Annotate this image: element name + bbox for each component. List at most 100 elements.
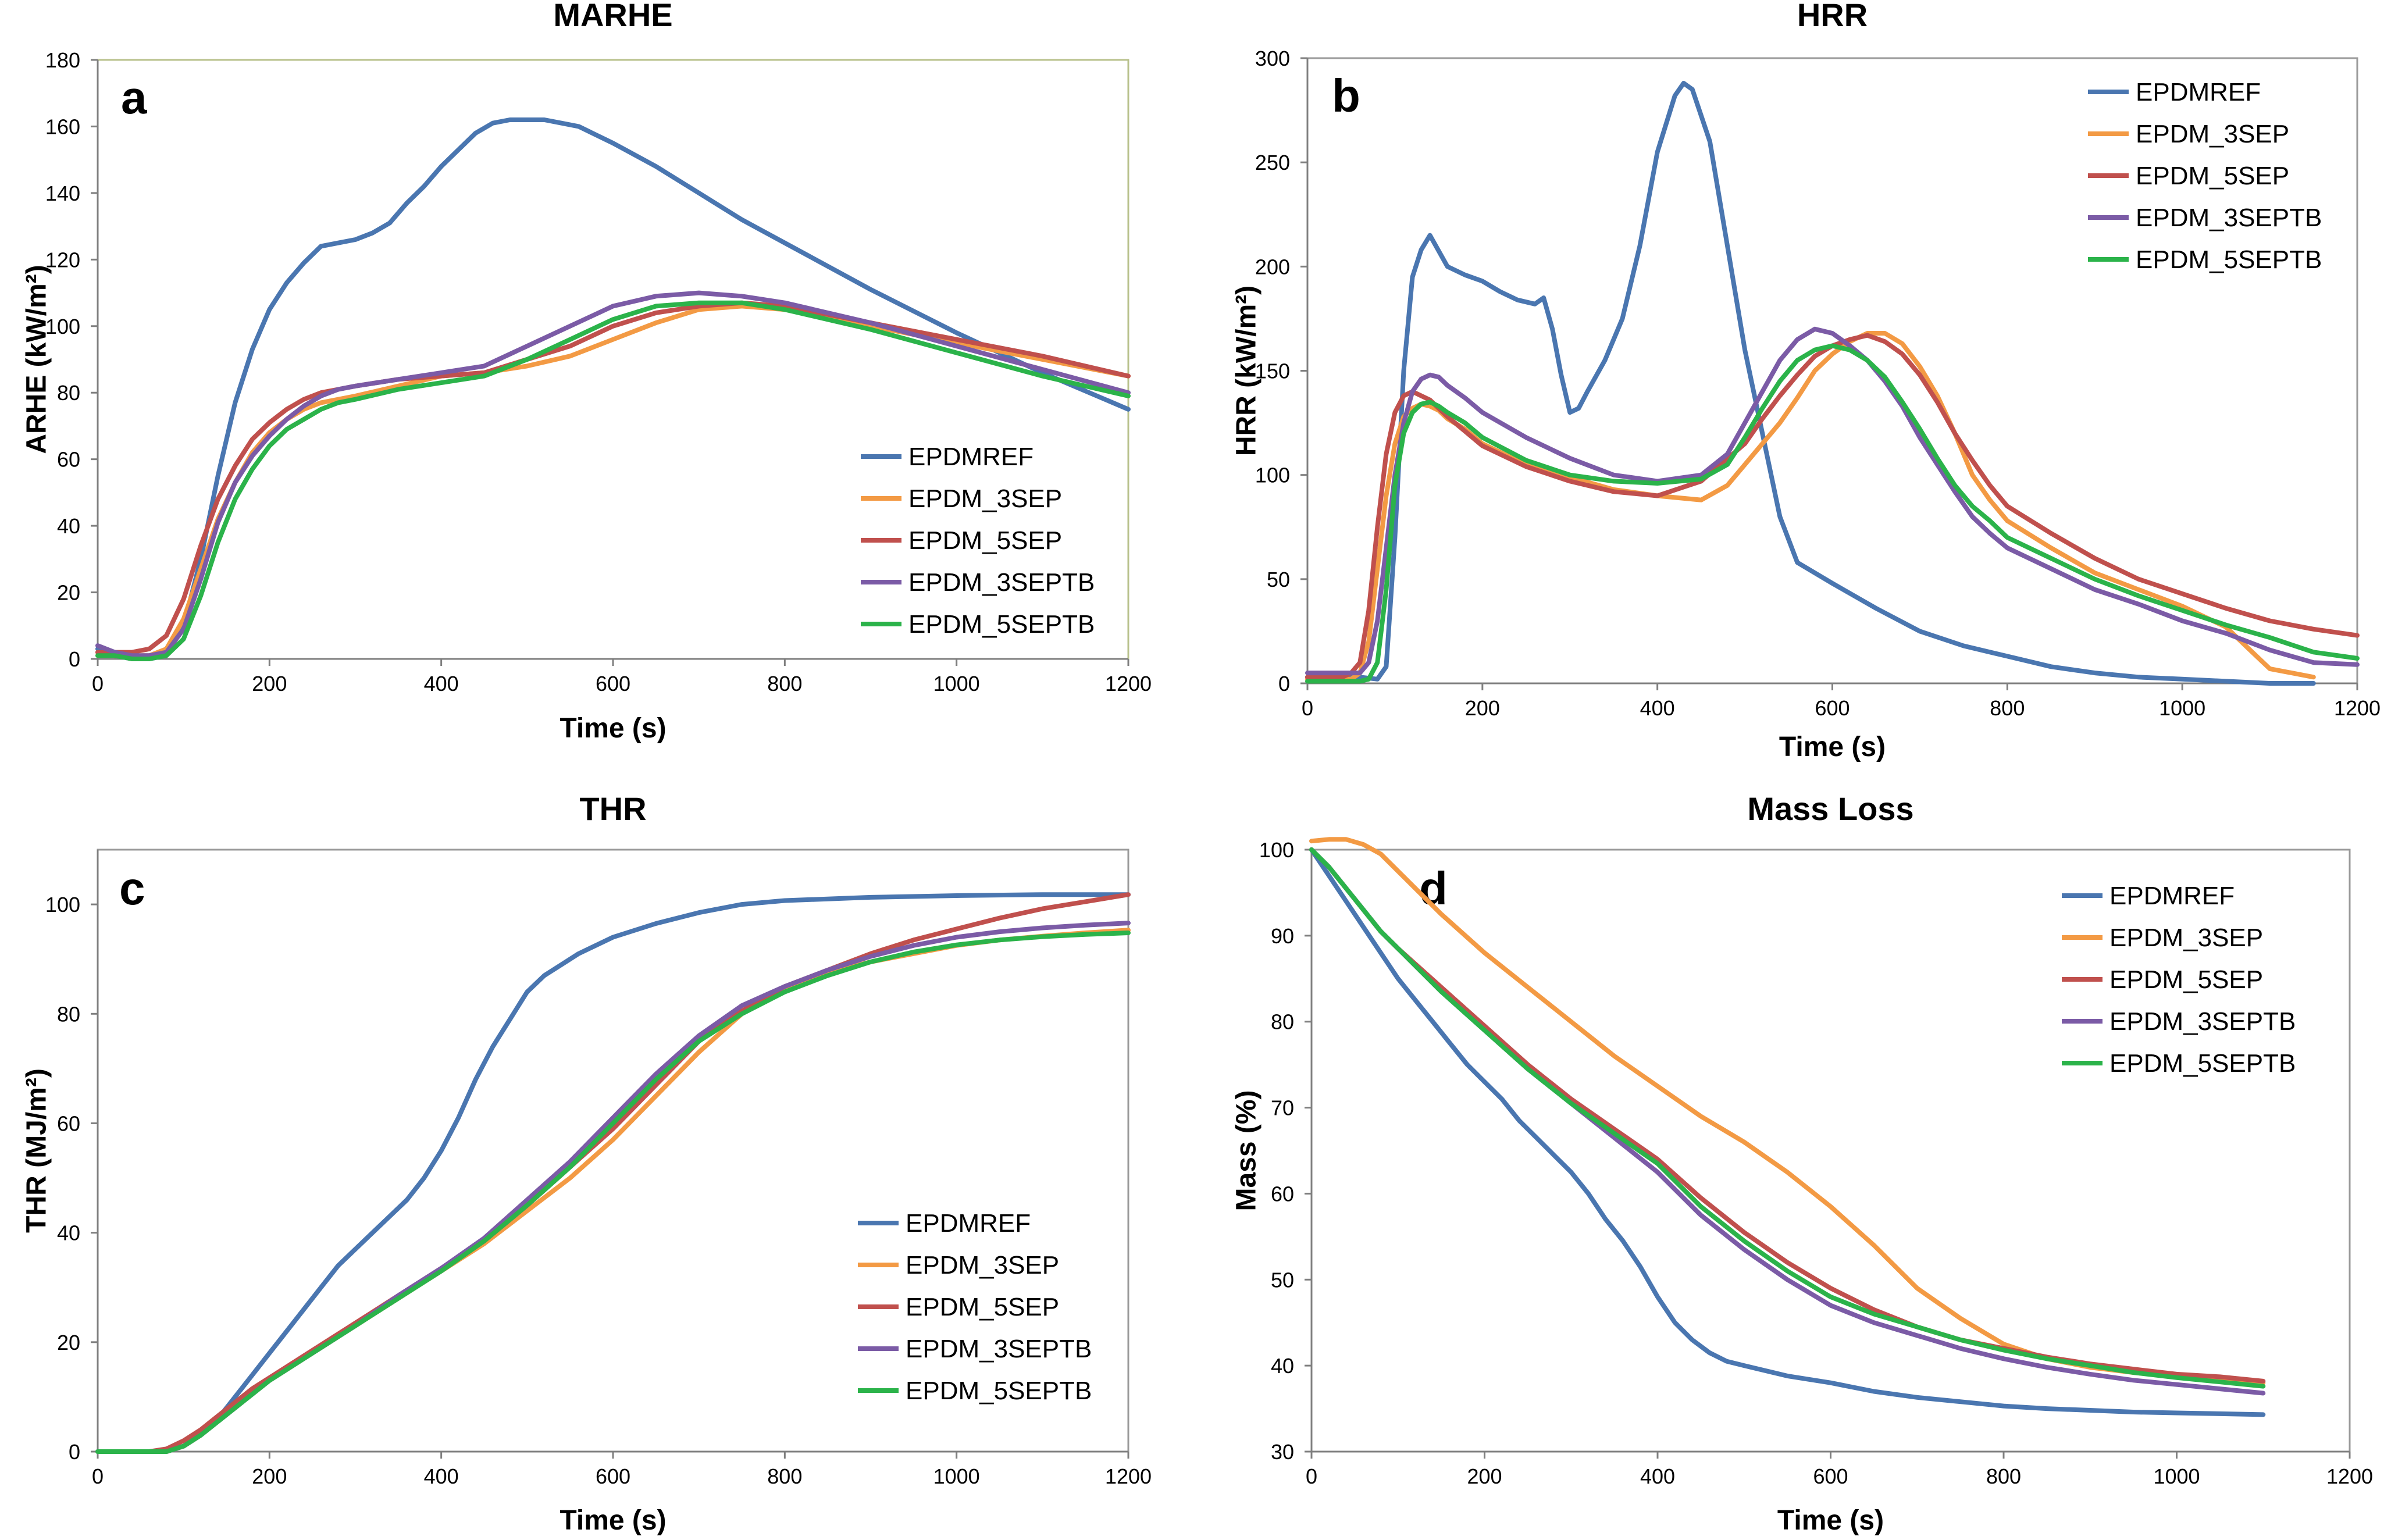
x-tick-label: 200 [1465, 696, 1500, 720]
x-tick-label: 600 [596, 1464, 630, 1488]
legend: EPDMREF EPDM_3SEP EPDM_5SEP EPDM_3SEPTB EPDM… [861, 443, 1095, 639]
y-tick-label: 0 [1278, 672, 1290, 696]
y-tick-label: 70 [1271, 1096, 1294, 1120]
x-tick-label: 1000 [2159, 696, 2205, 720]
legend: EPDMREF EPDM_3SEP EPDM_5SEP EPDM_3SEPTB EPDM… [858, 1209, 1092, 1405]
series-line-epdm-3sep [95, 304, 1131, 658]
x-tick-label: 0 [92, 672, 104, 696]
x-tick-label: 800 [1990, 696, 2025, 720]
y-tick-label: 60 [57, 1111, 80, 1135]
x-tick-label: 600 [1813, 1464, 1848, 1488]
y-tick-label: 300 [1255, 47, 1290, 70]
legend-entry: EPDM_3SEPTB [2136, 204, 2322, 232]
y-tick-label: 40 [57, 1221, 80, 1245]
x-tick-label: 200 [252, 1464, 287, 1488]
legend-entry: EPDM_3SEP [906, 1251, 1059, 1279]
y-tick-label: 40 [1271, 1354, 1294, 1378]
chart-panel-d: Mass Loss 0 200 400 600 800 1000 1200 30 40 50 60 70… [1231, 790, 2373, 1536]
x-tick-label: 0 [1306, 1464, 1317, 1488]
y-tick-label: 20 [57, 1331, 80, 1354]
series-line-epdmref [95, 892, 1131, 1454]
chart-title: THR [579, 790, 646, 827]
chart-panel-a: MARHE 0 200 400 600 800 1000 1200 0 20 40 60 80 100 12… [22, 0, 1152, 744]
series-line-epdm-3sep [1305, 331, 2316, 682]
x-tick-label: 0 [92, 1464, 104, 1488]
y-tick-label: 30 [1271, 1440, 1294, 1464]
legend-entry: EPDM_3SEP [908, 484, 1062, 513]
x-tick-label: 1200 [2334, 696, 2381, 720]
legend-entry: EPDMREF [2136, 78, 2261, 106]
legend-entry: EPDMREF [906, 1209, 1031, 1238]
x-tick-label: 1000 [933, 672, 980, 696]
legend-entry: EPDM_3SEPTB [906, 1335, 1092, 1363]
x-tick-label: 1000 [933, 1464, 980, 1488]
panel-letter: c [119, 862, 145, 914]
legend-entry: EPDM_5SEPTB [908, 610, 1095, 639]
legend-entry: EPDM_5SEPTB [2136, 245, 2322, 274]
x-tick-label: 200 [1467, 1464, 1502, 1488]
plot-area [1306, 57, 2358, 685]
legend-entry: EPDM_5SEPTB [906, 1377, 1092, 1405]
legend-entry: EPDMREF [908, 443, 1034, 471]
y-axis-label: ARHE (kW/m²) [22, 265, 52, 454]
legend-entry: EPDM_3SEP [2109, 924, 2263, 952]
y-tick-label: 100 [45, 315, 80, 338]
y-tick-label: 60 [1271, 1182, 1294, 1206]
y-tick-label: 100 [1255, 464, 1290, 487]
legend-entry: EPDM_5SEP [2109, 965, 2263, 994]
x-tick-label: 400 [424, 672, 459, 696]
x-tick-label: 800 [767, 672, 802, 696]
series-line-epdmref [1305, 81, 2316, 686]
panel-letter: a [121, 72, 147, 123]
y-tick-label: 200 [1255, 255, 1290, 279]
x-tick-label: 1000 [2153, 1464, 2200, 1488]
x-tick-label: 1200 [2326, 1464, 2373, 1488]
y-tick-label: 160 [45, 115, 80, 138]
series-line-epdm-3sep [1309, 837, 2266, 1385]
y-axis-label: HRR (kW/m²) [1231, 286, 1262, 456]
y-tick-label: 50 [1271, 1268, 1294, 1292]
legend-entry: EPDM_5SEP [906, 1293, 1059, 1321]
y-tick-label: 40 [57, 514, 80, 538]
x-axis-label: Time (s) [560, 1505, 666, 1536]
y-tick-label: 80 [57, 1002, 80, 1026]
y-tick-label: 100 [1259, 838, 1294, 862]
y-tick-label: 150 [1255, 359, 1290, 383]
x-axis-label: Time (s) [560, 713, 666, 744]
series-line-epdm-5septb [1305, 343, 2360, 684]
chart-panel-b: HRR 0 200 400 600 800 1000 1200 0 50 100 150 200 250 3… [1231, 0, 2381, 762]
legend: EPDMREF EPDM_3SEP EPDM_5SEP EPDM_3SEPTB EPDM… [2088, 78, 2322, 274]
legend-entry: EPDM_5SEP [908, 526, 1062, 555]
y-tick-label: 180 [45, 48, 80, 72]
y-tick-label: 120 [45, 248, 80, 272]
y-tick-label: 60 [57, 448, 80, 472]
x-tick-label: 400 [1640, 696, 1675, 720]
panel-letter: b [1332, 70, 1360, 122]
y-axis-label: Mass (%) [1231, 1090, 1262, 1211]
chart-title: MARHE [553, 0, 672, 33]
series-line-epdm-5septb [1309, 847, 2266, 1389]
legend-entry: EPDM_3SEPTB [2109, 1007, 2296, 1036]
legend-entry: EPDM_5SEP [2136, 162, 2289, 190]
y-tick-label: 0 [69, 1440, 80, 1464]
legend: EPDMREF EPDM_3SEP EPDM_5SEP EPDM_3SEPTB EPDM… [2062, 882, 2296, 1078]
x-tick-label: 600 [1815, 696, 1850, 720]
legend-entry: EPDMREF [2109, 882, 2235, 910]
y-tick-label: 0 [69, 647, 80, 671]
series-line-epdm-5septb [95, 300, 1131, 661]
series-line-epdmref [1309, 847, 2266, 1417]
x-tick-label: 400 [1640, 1464, 1675, 1488]
legend-entry: EPDM_3SEPTB [908, 568, 1095, 597]
x-tick-label: 600 [596, 672, 630, 696]
y-tick-label: 140 [45, 181, 80, 205]
chart-title: Mass Loss [1747, 790, 1913, 827]
series-line-epdm-5sep [1305, 333, 2360, 680]
chart-title: HRR [1797, 0, 1868, 33]
series-line-epdm-5sep [95, 892, 1131, 1454]
y-tick-label: 80 [1271, 1010, 1294, 1034]
y-tick-label: 20 [57, 581, 80, 605]
y-tick-label: 100 [45, 893, 80, 917]
y-tick-label: 50 [1267, 568, 1290, 591]
x-tick-label: 0 [1302, 696, 1313, 720]
